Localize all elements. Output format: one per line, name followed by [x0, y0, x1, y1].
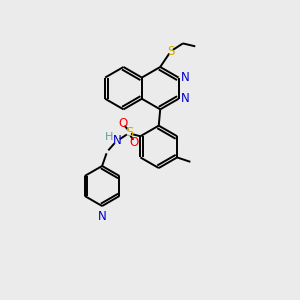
Text: N: N	[112, 134, 121, 147]
Text: N: N	[181, 92, 189, 105]
Text: O: O	[130, 136, 139, 148]
Text: S: S	[125, 126, 134, 139]
Text: N: N	[181, 71, 189, 84]
Text: N: N	[98, 209, 106, 223]
Text: H: H	[105, 132, 114, 142]
Text: S: S	[167, 45, 174, 58]
Text: O: O	[118, 117, 127, 130]
